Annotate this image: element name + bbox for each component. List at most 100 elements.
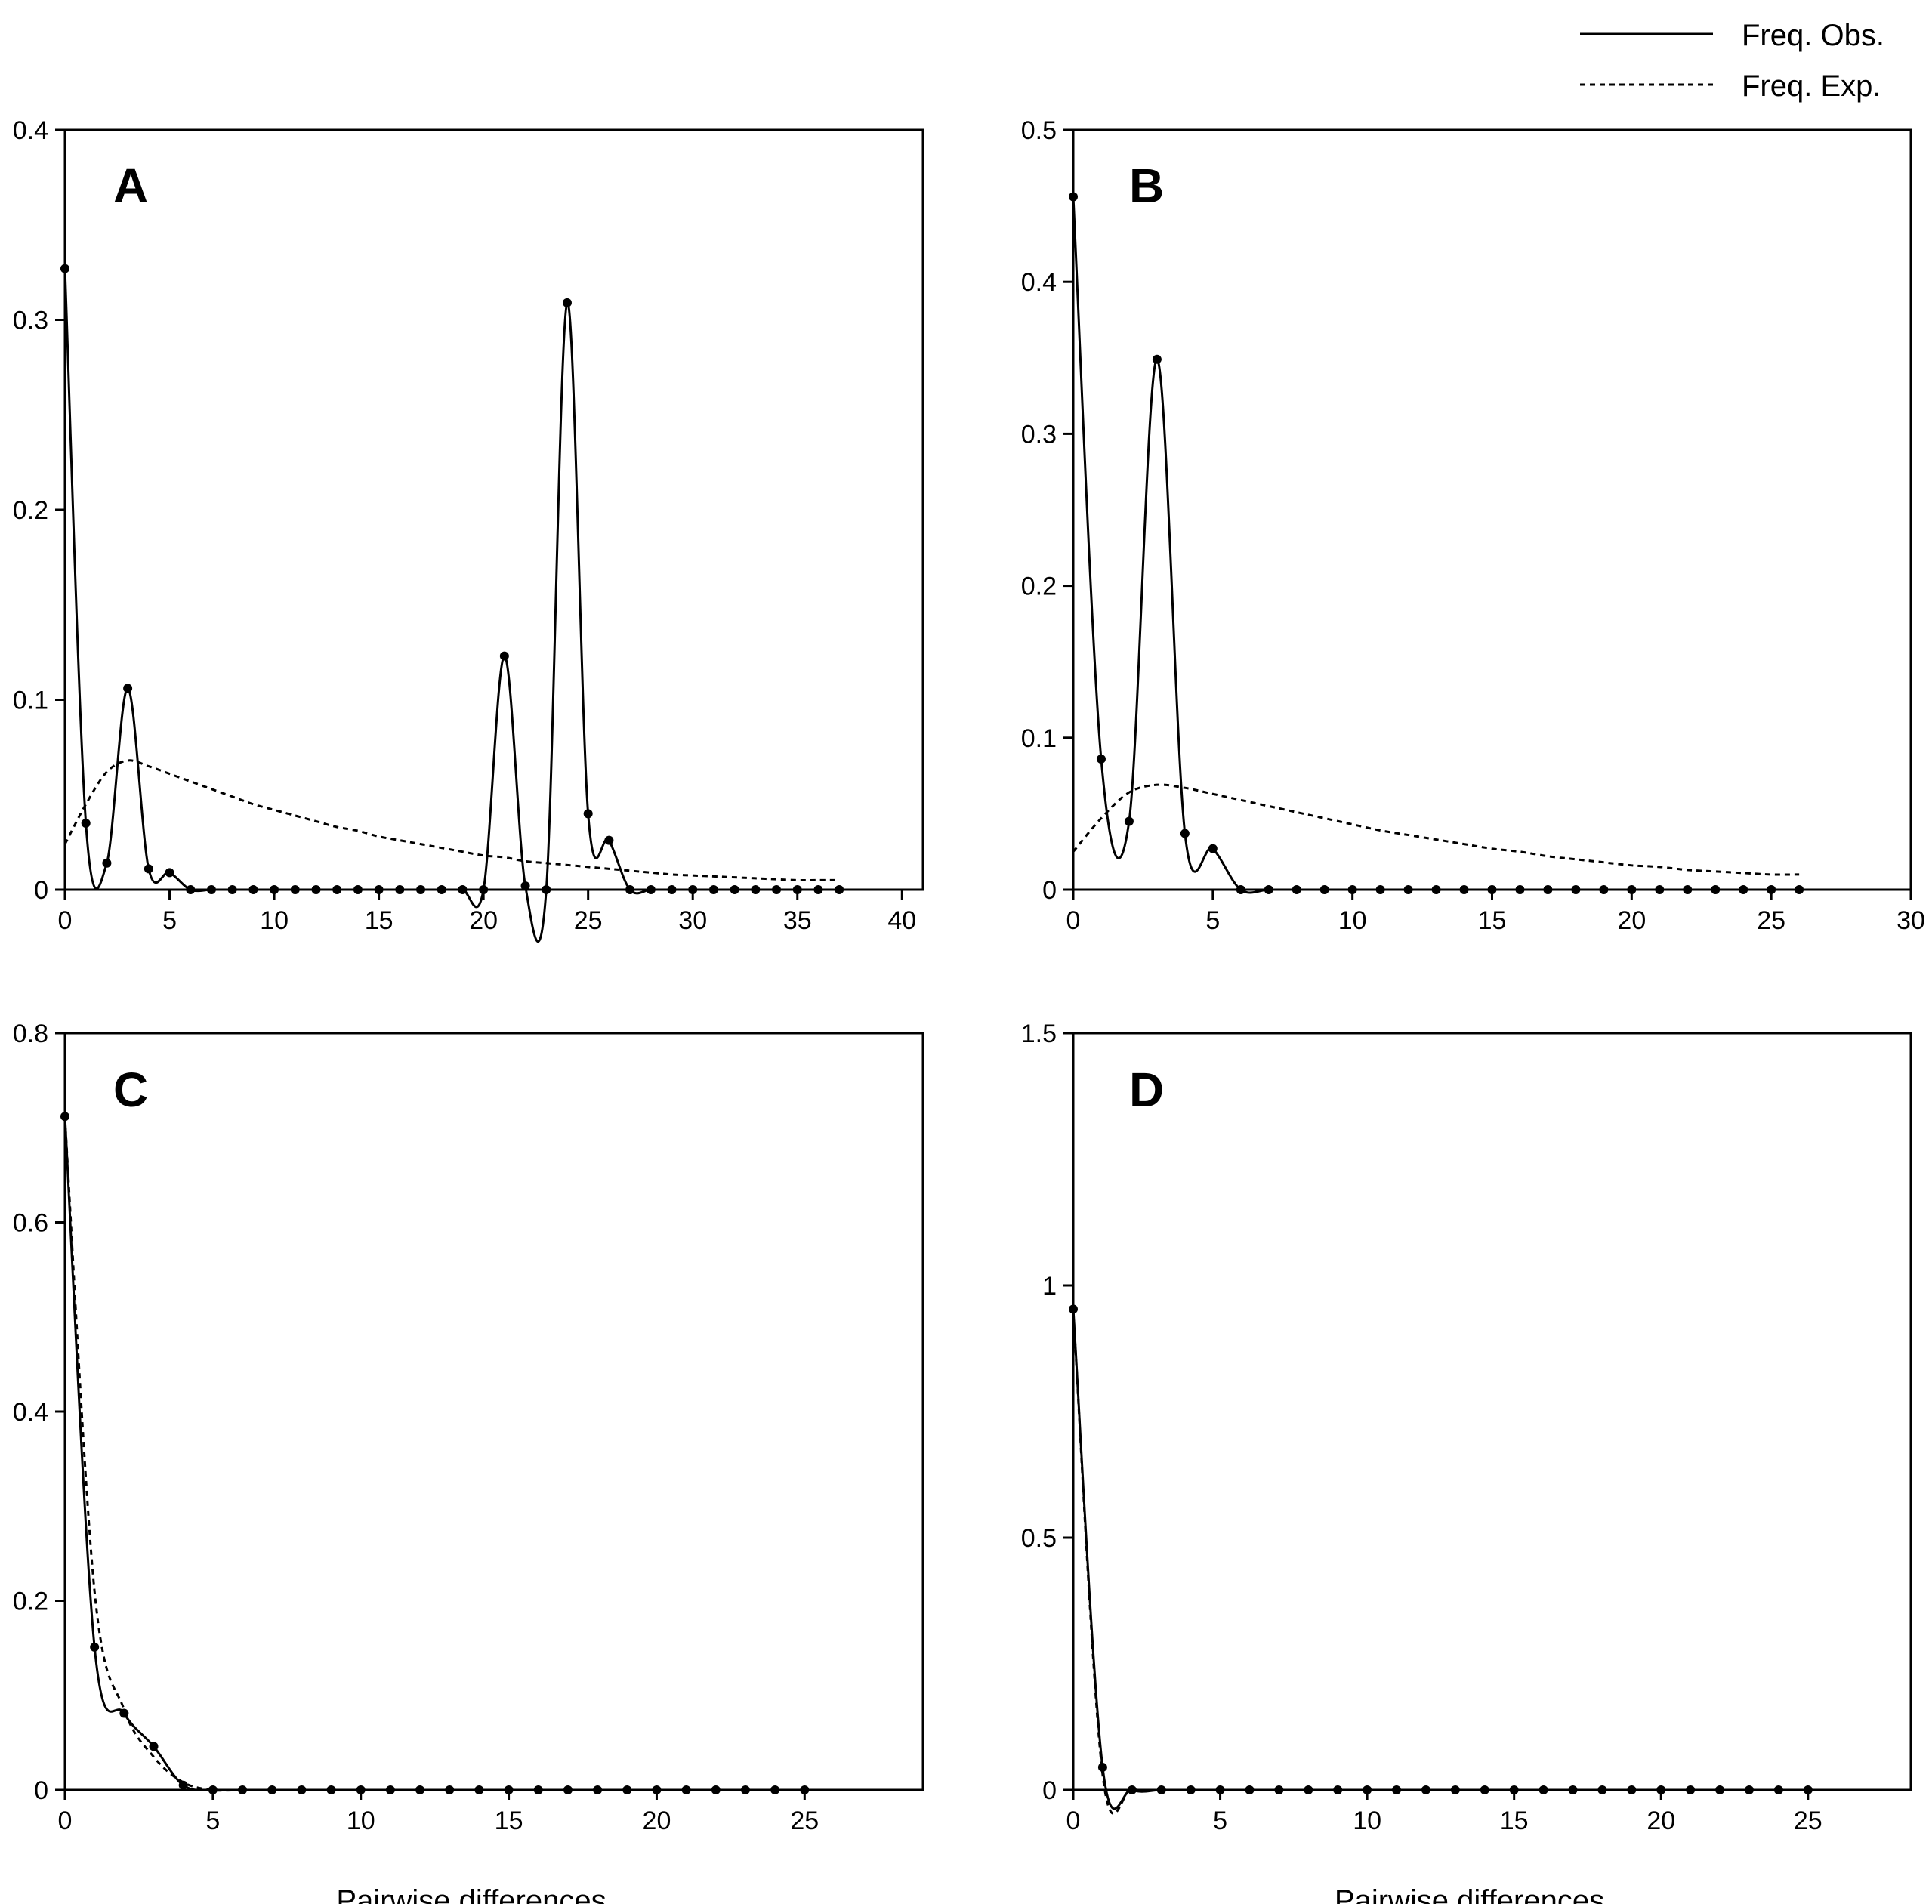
observed-point <box>1539 1785 1548 1794</box>
observed-point <box>751 885 761 894</box>
x-tick-label: 0 <box>58 906 73 935</box>
x-tick-label: 10 <box>1353 1807 1381 1835</box>
observed-point <box>604 835 614 845</box>
legend: Freq. Obs. Freq. Exp. <box>1580 19 1884 103</box>
observed-point <box>458 885 468 894</box>
observed-point <box>708 885 718 894</box>
x-tick-label: 25 <box>1794 1807 1822 1835</box>
observed-point <box>1319 885 1329 894</box>
observed-point <box>290 885 300 894</box>
y-tick-label: 0.6 <box>13 1209 48 1238</box>
observed-point <box>60 264 69 273</box>
observed-point <box>1392 1785 1402 1794</box>
expected-line-c <box>63 1118 805 1792</box>
x-tick-label: 20 <box>1647 1807 1675 1835</box>
observed-point <box>186 885 196 894</box>
observed-point <box>1509 1785 1519 1794</box>
y-tick-label: 0.1 <box>13 687 48 715</box>
observed-point <box>730 885 739 894</box>
observed-point <box>1795 885 1804 894</box>
observed-point <box>356 1785 366 1794</box>
y-tick-label: 1.5 <box>1021 1020 1057 1048</box>
observed-point <box>81 818 91 828</box>
x-tick-label: 15 <box>1478 906 1507 935</box>
x-tick-label: 5 <box>162 906 177 935</box>
observed-point <box>772 885 782 894</box>
observed-point <box>1803 1785 1813 1794</box>
observed-point <box>688 885 698 894</box>
observed-point <box>1773 1785 1783 1794</box>
observed-point <box>267 1785 277 1794</box>
observed-point <box>1236 885 1245 894</box>
observed-point <box>1096 754 1106 764</box>
x-tick-label: 35 <box>783 906 812 935</box>
observed-point <box>646 885 656 894</box>
observed-point <box>740 1785 750 1794</box>
observed-point <box>835 885 844 894</box>
x-axis-title: Pairwise differences <box>1335 1884 1604 1904</box>
y-tick-label: 0.1 <box>1021 724 1057 753</box>
observed-point <box>1292 885 1301 894</box>
observed-point <box>800 1785 810 1794</box>
observed-point <box>1767 885 1776 894</box>
panel-label-a: A <box>113 159 148 213</box>
observed-point <box>1627 885 1637 894</box>
x-tick-label: 10 <box>347 1807 375 1835</box>
observed-point <box>1274 1785 1284 1794</box>
observed-point <box>270 885 279 894</box>
observed-point <box>1152 354 1162 364</box>
observed-point <box>1711 885 1721 894</box>
observed-point <box>1515 885 1525 894</box>
observed-point <box>1744 1785 1754 1794</box>
observed-point <box>311 885 321 894</box>
y-tick-label: 0.5 <box>1021 1524 1057 1553</box>
observed-point <box>60 1112 69 1122</box>
x-axis-title: Pairwise differences <box>336 1884 606 1904</box>
observed-point <box>479 885 489 894</box>
observed-point <box>1686 1785 1696 1794</box>
observed-point <box>1597 1785 1607 1794</box>
observed-point <box>102 858 112 868</box>
x-tick-label: 25 <box>574 906 603 935</box>
y-tick-label: 0 <box>1042 1776 1057 1805</box>
legend-observed-label: Freq. Obs. <box>1742 19 1884 52</box>
observed-point <box>149 1742 159 1751</box>
panel-c: 0 5 10 15 20 25 0 0.2 0.4 0.6 0.8 C Pairwise differe… <box>13 1020 924 1904</box>
observed-point <box>1069 192 1078 202</box>
observed-point <box>374 885 384 894</box>
y-tick-label: 1 <box>1042 1272 1057 1301</box>
observed-point <box>1304 1785 1313 1794</box>
x-tick-label: 20 <box>469 906 498 935</box>
x-tick-label: 30 <box>678 906 707 935</box>
x-tick-label: 0 <box>1066 1807 1081 1835</box>
observed-point <box>563 1785 573 1794</box>
observed-point <box>385 1785 395 1794</box>
x-tick-label: 25 <box>1757 906 1785 935</box>
x-tick-label: 40 <box>887 906 916 935</box>
expected-line-b <box>1072 783 1800 876</box>
observed-point <box>208 1785 218 1794</box>
y-tick-label: 0 <box>34 876 48 905</box>
observed-point <box>1186 1785 1196 1794</box>
observed-point <box>667 885 677 894</box>
x-tick-label: 15 <box>365 906 393 935</box>
observed-point <box>622 1785 632 1794</box>
panel-d: 0 5 10 15 20 25 0 0.5 1 1.5 D Pairwise differences <box>1021 1020 1912 1904</box>
y-tick-label: 0.4 <box>13 1398 48 1427</box>
observed-point <box>1363 1785 1372 1794</box>
observed-point <box>445 1785 455 1794</box>
y-tick-label: 0.3 <box>1021 420 1057 449</box>
observed-point <box>437 885 446 894</box>
x-tick-label: 20 <box>643 1807 671 1835</box>
observed-line-d <box>1072 1309 1808 1810</box>
observed-point <box>1124 816 1134 826</box>
y-tick-label: 0.5 <box>1021 116 1057 145</box>
observed-point <box>1683 885 1693 894</box>
x-tick-label: 5 <box>1205 906 1220 935</box>
observed-point <box>499 651 509 661</box>
y-tick-label: 0 <box>1042 876 1057 905</box>
x-tick-label: 15 <box>1500 1807 1529 1835</box>
observed-point <box>1715 1785 1725 1794</box>
x-tick-label: 0 <box>58 1807 73 1835</box>
